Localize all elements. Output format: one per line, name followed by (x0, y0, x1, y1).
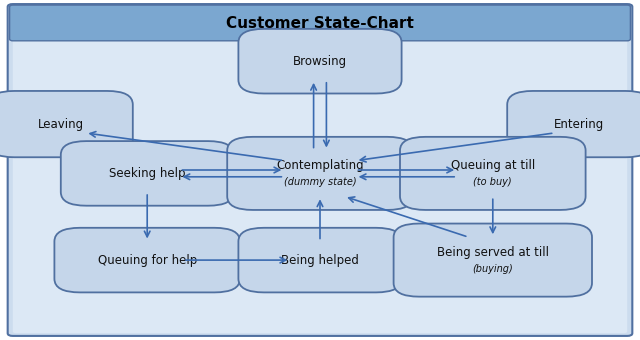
Text: Being served at till: Being served at till (437, 246, 548, 259)
Text: Being helped: Being helped (281, 254, 359, 267)
Text: (to buy): (to buy) (474, 177, 512, 187)
Text: Seeking help: Seeking help (109, 167, 186, 180)
Text: (buying): (buying) (472, 264, 513, 274)
FancyBboxPatch shape (54, 228, 240, 292)
FancyBboxPatch shape (507, 91, 640, 157)
Text: Entering: Entering (554, 118, 604, 131)
FancyBboxPatch shape (8, 4, 632, 336)
Text: Queuing for help: Queuing for help (97, 254, 197, 267)
FancyBboxPatch shape (239, 228, 402, 292)
FancyBboxPatch shape (10, 5, 630, 41)
Text: Browsing: Browsing (293, 55, 347, 68)
FancyBboxPatch shape (239, 29, 402, 94)
FancyBboxPatch shape (0, 91, 133, 157)
Text: Queuing at till: Queuing at till (451, 159, 535, 172)
Text: Contemplating: Contemplating (276, 159, 364, 172)
FancyBboxPatch shape (13, 39, 627, 333)
FancyBboxPatch shape (400, 137, 586, 210)
FancyBboxPatch shape (394, 224, 592, 296)
FancyBboxPatch shape (227, 137, 413, 210)
Text: (dummy state): (dummy state) (284, 177, 356, 187)
FancyBboxPatch shape (61, 141, 234, 206)
Text: Customer State-Chart: Customer State-Chart (226, 16, 414, 31)
Text: Leaving: Leaving (38, 118, 84, 131)
